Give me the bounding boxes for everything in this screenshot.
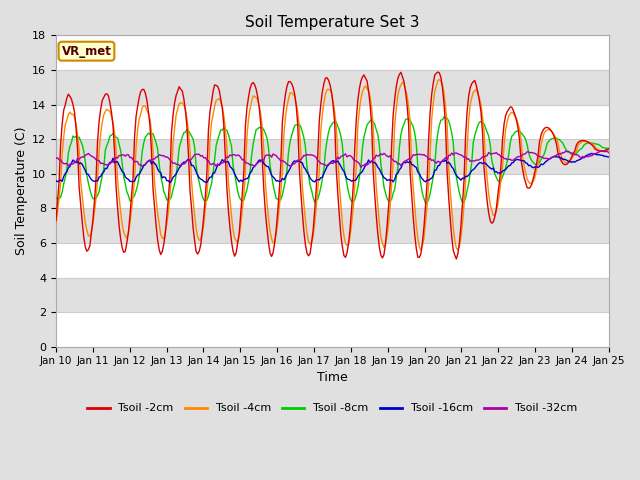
Tsoil -8cm [244, 179, 252, 184]
Tsoil -32cm [357, 165, 365, 170]
Tsoil -8cm [440, 114, 448, 120]
Tsoil -32cm [597, 148, 605, 154]
Line: Tsoil -32cm: Tsoil -32cm [56, 151, 609, 168]
Tsoil -4cm [577, 140, 585, 145]
Tsoil -16cm [605, 154, 612, 160]
Line: Tsoil -8cm: Tsoil -8cm [56, 117, 609, 203]
Tsoil -2cm [120, 250, 127, 255]
Tsoil -4cm [605, 146, 612, 152]
Bar [56, 208, 609, 243]
Tsoil -8cm [236, 194, 243, 200]
Tsoil -32cm [605, 150, 612, 156]
Tsoil -16cm [166, 180, 174, 186]
Bar [56, 139, 609, 174]
Tsoil -8cm [217, 127, 225, 133]
Tsoil -32cm [575, 154, 583, 160]
Bar [56, 243, 609, 277]
Tsoil -2cm [577, 138, 585, 144]
Tsoil -2cm [236, 230, 243, 236]
Bar [56, 174, 609, 208]
Tsoil -2cm [52, 217, 60, 223]
Tsoil -16cm [237, 177, 244, 183]
Tsoil -2cm [605, 146, 612, 152]
X-axis label: Time: Time [317, 371, 348, 384]
Tsoil -4cm [436, 77, 444, 83]
Tsoil -32cm [244, 160, 252, 166]
Tsoil -2cm [217, 96, 225, 102]
Tsoil -16cm [52, 178, 60, 184]
Bar [56, 36, 609, 70]
Tsoil -4cm [236, 233, 243, 239]
Tsoil -8cm [577, 146, 585, 152]
Tsoil -16cm [575, 156, 583, 162]
Tsoil -2cm [452, 256, 460, 262]
Tsoil -2cm [434, 69, 442, 75]
Bar [56, 105, 609, 139]
Tsoil -4cm [52, 220, 60, 226]
Line: Tsoil -16cm: Tsoil -16cm [56, 153, 609, 183]
Tsoil -8cm [422, 200, 429, 206]
Tsoil -16cm [588, 150, 596, 156]
Tsoil -32cm [217, 161, 225, 167]
Tsoil -4cm [217, 99, 225, 105]
Tsoil -4cm [244, 116, 252, 122]
Y-axis label: Soil Temperature (C): Soil Temperature (C) [15, 127, 28, 255]
Line: Tsoil -2cm: Tsoil -2cm [56, 72, 609, 259]
Tsoil -2cm [244, 95, 252, 100]
Tsoil -4cm [294, 109, 301, 115]
Tsoil -8cm [294, 122, 301, 128]
Text: VR_met: VR_met [61, 45, 111, 58]
Tsoil -16cm [120, 170, 127, 176]
Line: Tsoil -4cm: Tsoil -4cm [56, 80, 609, 250]
Tsoil -8cm [52, 194, 60, 200]
Tsoil -16cm [296, 158, 303, 164]
Bar [56, 70, 609, 105]
Tsoil -16cm [246, 170, 254, 176]
Tsoil -32cm [52, 156, 60, 161]
Tsoil -32cm [294, 157, 301, 163]
Tsoil -4cm [120, 229, 127, 235]
Bar [56, 277, 609, 312]
Title: Soil Temperature Set 3: Soil Temperature Set 3 [245, 15, 420, 30]
Bar [56, 312, 609, 347]
Tsoil -2cm [294, 121, 301, 127]
Tsoil -4cm [417, 247, 425, 253]
Tsoil -8cm [605, 145, 612, 151]
Tsoil -8cm [120, 174, 127, 180]
Tsoil -32cm [120, 152, 127, 157]
Tsoil -16cm [218, 156, 226, 162]
Legend: Tsoil -2cm, Tsoil -4cm, Tsoil -8cm, Tsoil -16cm, Tsoil -32cm: Tsoil -2cm, Tsoil -4cm, Tsoil -8cm, Tsoi… [83, 399, 582, 418]
Tsoil -32cm [236, 153, 243, 158]
